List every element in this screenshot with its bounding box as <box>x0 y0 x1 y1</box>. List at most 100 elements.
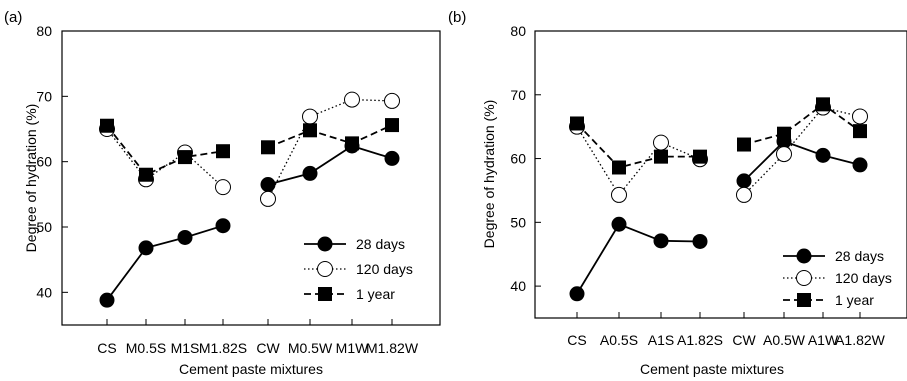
legend-b: 28 days 120 days 1 year <box>783 248 892 308</box>
data-point-120-days-cw <box>260 190 276 207</box>
data-point-28-days-a1w <box>815 147 831 163</box>
data-point-120-days-m1w <box>344 91 360 108</box>
y-axis-b: 40 50 60 70 80 <box>510 23 541 294</box>
series-line-28-days-group-2 <box>267 145 393 186</box>
data-point-1-year-a1s <box>654 149 668 164</box>
data-point-28-days-m1-82w <box>384 150 400 166</box>
data-point-1-year-a1-82s <box>693 149 707 164</box>
series-markers <box>569 97 868 302</box>
data-point-28-days-a1s <box>653 233 669 249</box>
y-tick-label: 60 <box>36 154 52 170</box>
data-point-1-year-cw <box>261 140 275 155</box>
panel-label-b: (b) <box>448 9 466 26</box>
legend-marker-28-days <box>796 248 812 264</box>
x-tick-label-a0-5w: A0.5W <box>763 332 806 348</box>
series-line-120-days-group-2 <box>267 98 393 200</box>
data-point-1-year-a1-82w <box>853 124 867 139</box>
data-point-120-days-m0-5w <box>302 108 318 125</box>
legend-marker-120-days <box>317 261 333 277</box>
data-point-120-days-a1s <box>653 134 669 151</box>
data-point-28-days-cw <box>736 173 752 189</box>
legend-marker-1-year <box>797 293 811 307</box>
x-tick-label-cs: CS <box>567 332 586 348</box>
plot-frame-b <box>534 30 907 319</box>
data-point-1-year-m1s <box>178 150 192 165</box>
data-point-1-year-a0-5w <box>777 126 791 141</box>
y-tick-label: 40 <box>36 284 52 300</box>
series-line-28-days-group-1 <box>106 224 224 301</box>
x-tick-label-m0-5s: M0.5S <box>126 340 166 356</box>
legend-label-120-days: 120 days <box>835 270 892 286</box>
data-point-120-days-a0-5w <box>776 146 792 163</box>
series-line-120-days-group-2 <box>743 106 861 196</box>
data-point-1-year-a0-5s <box>612 160 626 175</box>
data-point-28-days-cs <box>99 292 115 308</box>
data-point-120-days-a0-5s <box>611 186 627 203</box>
data-point-1-year-m0-5w <box>303 123 317 138</box>
data-point-1-year-cs <box>570 116 584 131</box>
series-layer-b <box>569 97 868 302</box>
plot-frame-a <box>61 30 441 326</box>
series-line-1-year-group-1 <box>106 125 224 176</box>
legend-marker-120-days <box>796 270 812 286</box>
legend-label-1-year: 1 year <box>835 292 874 308</box>
y-tick-label: 70 <box>36 88 52 104</box>
x-tick-label-a0-5s: A0.5S <box>600 332 638 348</box>
y-tick-label: 70 <box>510 87 526 103</box>
data-point-120-days-m1-82s <box>215 179 231 196</box>
y-tick-label: 60 <box>510 151 526 167</box>
data-point-28-days-a0-5s <box>611 216 627 232</box>
y-axis-title-a: Degree of hydration (%) <box>23 104 39 253</box>
x-axis-title-a: Cement paste mixtures <box>179 361 323 377</box>
x-tick-label-m1w: M1W <box>336 340 369 356</box>
data-point-1-year-m0-5s <box>139 167 153 182</box>
series-lines <box>106 98 393 301</box>
x-tick-label-cw: CW <box>256 340 280 356</box>
x-tick-label-a1w: A1W <box>808 332 839 348</box>
x-tick-label-a1-82w: A1.82W <box>835 332 886 348</box>
x-tick-label-m0-5w: M0.5W <box>288 340 333 356</box>
x-tick-label-m1s: M1S <box>171 340 200 356</box>
series-markers <box>99 91 400 308</box>
data-point-28-days-m0-5w <box>302 165 318 181</box>
legend-label-1-year: 1 year <box>356 286 395 302</box>
data-point-28-days-cs <box>569 286 585 302</box>
data-point-120-days-cw <box>736 186 752 203</box>
series-line-28-days-group-2 <box>743 140 861 182</box>
legend-marker-1-year <box>318 287 332 301</box>
y-axis-a: 40 50 60 70 80 <box>36 23 68 300</box>
data-point-1-year-m1w <box>345 136 359 151</box>
data-point-120-days-m1-82w <box>384 92 400 109</box>
data-point-28-days-m1-82s <box>215 218 231 234</box>
legend-marker-28-days <box>317 236 333 252</box>
y-tick-label: 50 <box>36 219 52 235</box>
series-line-1-year-group-1 <box>576 122 700 169</box>
x-tick-label-a1-82s: A1.82S <box>677 332 723 348</box>
series-line-120-days-group-1 <box>576 126 701 197</box>
x-tick-label-m1-82s: M1.82S <box>199 340 247 356</box>
data-point-120-days-a1-82w <box>852 108 868 125</box>
panel-label-a: (a) <box>4 9 22 26</box>
data-point-28-days-m1s <box>177 229 193 245</box>
y-tick-label: 40 <box>510 278 526 294</box>
series-line-120-days-group-1 <box>106 128 224 188</box>
series-line-1-year-group-2 <box>743 103 861 146</box>
data-point-1-year-m1-82w <box>385 118 399 133</box>
y-tick-label: 80 <box>36 23 52 39</box>
data-point-28-days-a1-82s <box>692 233 708 249</box>
data-point-28-days-a1-82w <box>852 157 868 173</box>
y-tick-label: 80 <box>510 23 526 39</box>
x-tick-label-a1s: A1S <box>648 332 674 348</box>
y-tick-label: 50 <box>510 214 526 230</box>
data-point-1-year-cs <box>100 118 114 133</box>
data-point-28-days-m0-5s <box>138 240 154 256</box>
legend-label-28-days: 28 days <box>356 236 405 252</box>
x-tick-label-m1-82w: M1.82W <box>366 340 419 356</box>
legend-label-28-days: 28 days <box>835 248 884 264</box>
series-layer-a <box>99 91 400 308</box>
series-line-1-year-group-2 <box>267 124 393 149</box>
